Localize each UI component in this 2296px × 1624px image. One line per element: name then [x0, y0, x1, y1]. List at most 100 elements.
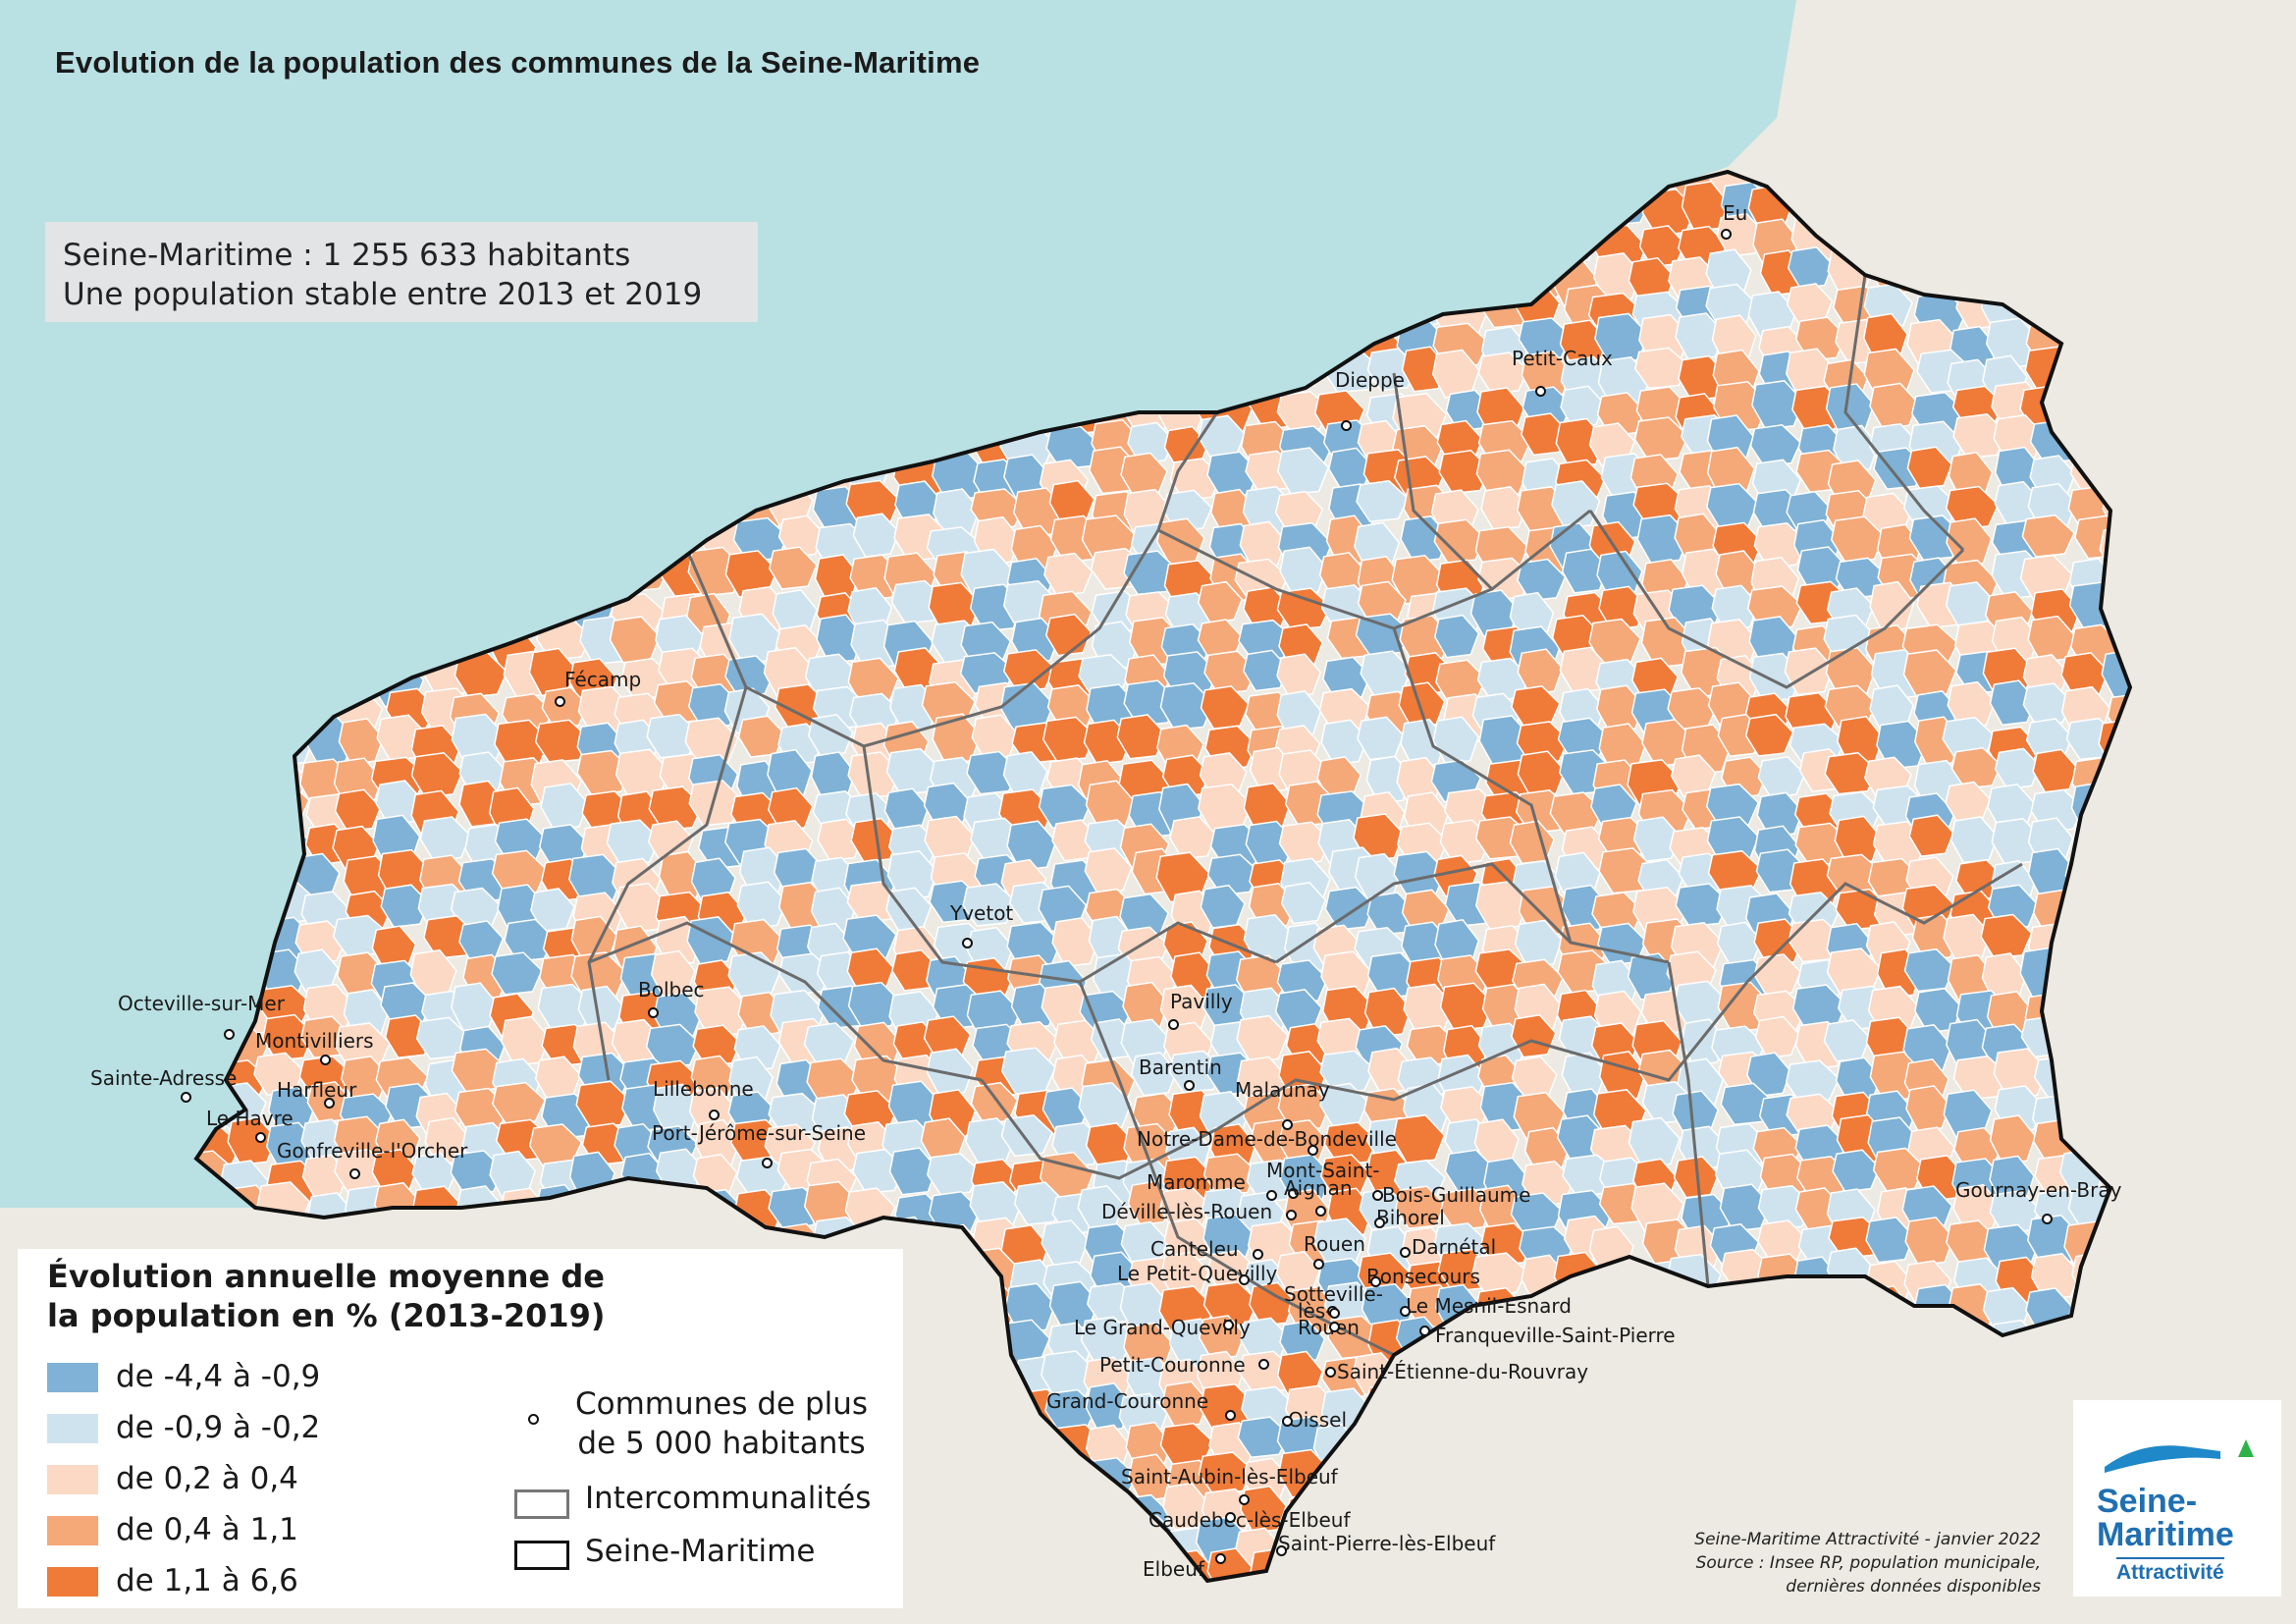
- commune-cell: [1438, 1456, 1494, 1500]
- commune-cell: [1785, 1059, 1841, 1104]
- commune-cell: [962, 883, 1017, 927]
- city-label: Le Mesnil-Esnard: [1406, 1294, 1572, 1318]
- city-label: Aignan: [1284, 1176, 1353, 1200]
- commune-cell: [1319, 1050, 1376, 1095]
- legend-swatch: [47, 1567, 98, 1597]
- commune-cell: [1511, 685, 1561, 729]
- commune-cell: [1405, 1549, 1462, 1581]
- commune-cell: [2111, 313, 2130, 363]
- commune-cell: [816, 614, 864, 665]
- commune-cell: [1829, 172, 1885, 195]
- city-marker-icon: [1239, 1494, 1250, 1505]
- commune-cell: [1598, 585, 1647, 630]
- commune-cell: [1236, 1014, 1289, 1063]
- city-label: Harfleur: [277, 1078, 357, 1102]
- commune-cell: [1994, 747, 2041, 790]
- commune-cell: [1206, 853, 1260, 896]
- communes-symbol-line1: Communes de plus: [575, 1386, 869, 1422]
- city-label: Yvetot: [950, 901, 1014, 925]
- commune-cell: [1276, 447, 1330, 496]
- commune-cell: [1837, 1425, 1892, 1478]
- commune-cell: [2067, 422, 2120, 466]
- commune-cell: [842, 914, 897, 962]
- commune-cell: [2074, 1318, 2126, 1367]
- commune-cell: [2102, 189, 2130, 240]
- commune-cell: [1041, 1350, 1097, 1399]
- commune-cell: [2104, 886, 2130, 928]
- commune-cell: [1870, 1325, 1924, 1369]
- commune-cell: [1002, 649, 1056, 693]
- legend-title: Évolution annuelle moyenne de la populat…: [47, 1257, 606, 1335]
- commune-cell: [850, 817, 900, 863]
- commune-cell: [1986, 1449, 2032, 1496]
- commune-cell: [2066, 172, 2115, 203]
- commune-cell: [1675, 312, 1726, 361]
- commune-cell: [2024, 172, 2072, 189]
- commune-cell: [648, 1188, 704, 1239]
- commune-cell: [2072, 1091, 2121, 1137]
- commune-cell: [650, 949, 696, 999]
- city-label: Le Petit-Quevilly: [1117, 1262, 1278, 1285]
- commune-cell: [1905, 1085, 1951, 1132]
- commune-cell: [2107, 412, 2130, 460]
- commune-cell: [1631, 1352, 1688, 1397]
- commune-cell: [1824, 751, 1879, 795]
- commune-cell: [2105, 1121, 2130, 1170]
- commune-cell: [2101, 1354, 2130, 1406]
- city-label: Déville-lès-Rouen: [1101, 1200, 1273, 1223]
- commune-cell: [2099, 1093, 2130, 1137]
- commune-cell: [1041, 716, 1096, 762]
- commune-cell: [1363, 987, 1413, 1038]
- city-marker-icon: [324, 1098, 335, 1109]
- map-title: Evolution de la population des communes …: [55, 45, 981, 80]
- commune-cell: [1753, 522, 1807, 568]
- city-marker-icon: [555, 696, 565, 707]
- commune-cell: [1863, 225, 1911, 270]
- commune-cell: [570, 951, 627, 1001]
- commune-cell: [1202, 1153, 1258, 1197]
- commune-cell: [1248, 1281, 1296, 1326]
- commune-cell: [1980, 913, 2033, 959]
- commune-cell: [1905, 1317, 1957, 1367]
- commune-cell: [1513, 1548, 1563, 1581]
- commune-cell: [1834, 815, 1882, 865]
- commune-cell: [1671, 1423, 1726, 1471]
- commune-cell: [1434, 1382, 1480, 1433]
- commune-cell: [2066, 952, 2115, 999]
- commune-cell: [1243, 649, 1290, 692]
- city-label: Barentin: [1139, 1056, 1222, 1079]
- commune-cell: [2099, 172, 2130, 207]
- commune-cell: [576, 749, 632, 795]
- commune-cell: [1085, 1547, 1135, 1581]
- logo: Seine- Maritime Attractivité: [2073, 1400, 2281, 1597]
- city-marker-icon: [1315, 1206, 1326, 1217]
- commune-cell: [658, 850, 706, 901]
- commune-cell: [933, 488, 981, 538]
- commune-cell: [1200, 685, 1251, 730]
- commune-cell: [1440, 1188, 1494, 1231]
- commune-cell: [1596, 1558, 1646, 1581]
- commune-cell: [1793, 1425, 1841, 1473]
- commune-cell: [1509, 1392, 1559, 1437]
- commune-cell: [1904, 1217, 1954, 1267]
- city-marker-icon: [1276, 1545, 1287, 1556]
- commune-cell: [2060, 891, 2115, 938]
- commune-cell: [1679, 1326, 1731, 1370]
- commune-cell: [1431, 1416, 1481, 1461]
- commune-cell: [1588, 618, 1642, 666]
- commune-cell: [1438, 449, 1491, 495]
- credit-line3: dernières données disponibles: [1786, 1577, 2041, 1597]
- commune-cell: [1637, 1416, 1694, 1463]
- commune-cell: [648, 785, 704, 832]
- city-label: Dieppe: [1335, 368, 1405, 392]
- commune-cell: [375, 780, 423, 826]
- commune-cell: [1628, 1490, 1679, 1542]
- commune-cell: [768, 786, 814, 832]
- city-marker-icon: [1308, 1145, 1318, 1156]
- commune-cell: [2071, 246, 2117, 291]
- commune-cell: [2021, 514, 2076, 558]
- commune-cell: [618, 1184, 669, 1233]
- commune-cell: [2034, 1360, 2088, 1403]
- commune-cell: [847, 981, 902, 1030]
- city-marker-icon: [1721, 229, 1732, 240]
